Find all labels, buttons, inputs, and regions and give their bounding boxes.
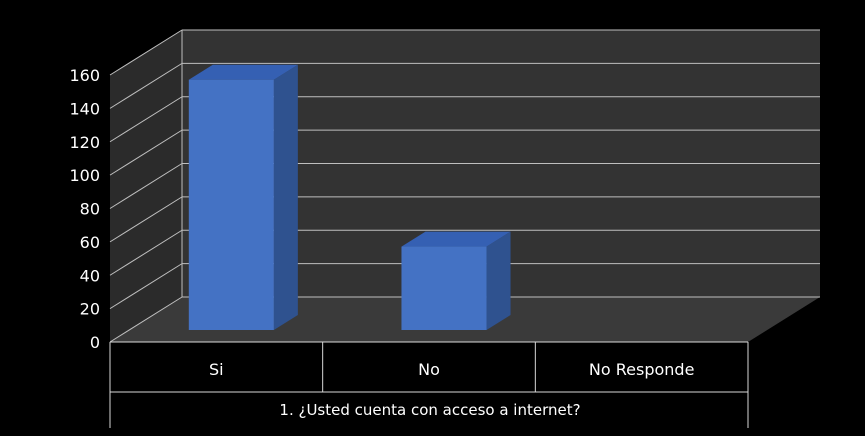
y-tick-label: 120 — [69, 133, 100, 152]
y-tick-label: 140 — [69, 99, 100, 118]
bar-side — [486, 231, 511, 330]
x-tick-label: Si — [209, 360, 224, 379]
bar-front — [401, 246, 487, 330]
y-tick-label: 40 — [80, 266, 100, 285]
bars — [188, 64, 511, 330]
y-tick-label: 160 — [69, 66, 100, 85]
y-tick-label: 80 — [80, 200, 100, 219]
bar-front — [188, 79, 274, 330]
category-group-label: 1. ¿Usted cuenta con acceso a internet? — [279, 401, 580, 419]
y-tick-label: 0 — [90, 333, 100, 352]
bar-top — [188, 64, 298, 80]
bar-si — [188, 64, 298, 330]
gridline-side — [109, 96, 183, 143]
gridline-side — [109, 163, 183, 209]
bar-top — [401, 231, 511, 247]
gridline-side — [109, 229, 183, 276]
bar-side — [273, 64, 298, 330]
y-axis-tick-labels: 0 20 40 60 80 100 120 140 160 — [69, 66, 100, 352]
y-tick-label: 20 — [80, 300, 100, 319]
bar-no — [401, 231, 511, 330]
y-tick-label: 60 — [80, 233, 100, 252]
gridline-side — [109, 296, 183, 343]
x-tick-label: No — [418, 360, 440, 379]
gridline-side — [109, 263, 183, 310]
gridline-side — [109, 129, 183, 176]
x-tick-label: No Responde — [589, 360, 695, 379]
category-axis-table: Si No No Responde — [109, 341, 749, 428]
gridline-side — [109, 196, 183, 243]
gridline-side — [109, 62, 183, 109]
y-tick-label: 100 — [69, 166, 100, 185]
gridline-side — [109, 29, 183, 76]
